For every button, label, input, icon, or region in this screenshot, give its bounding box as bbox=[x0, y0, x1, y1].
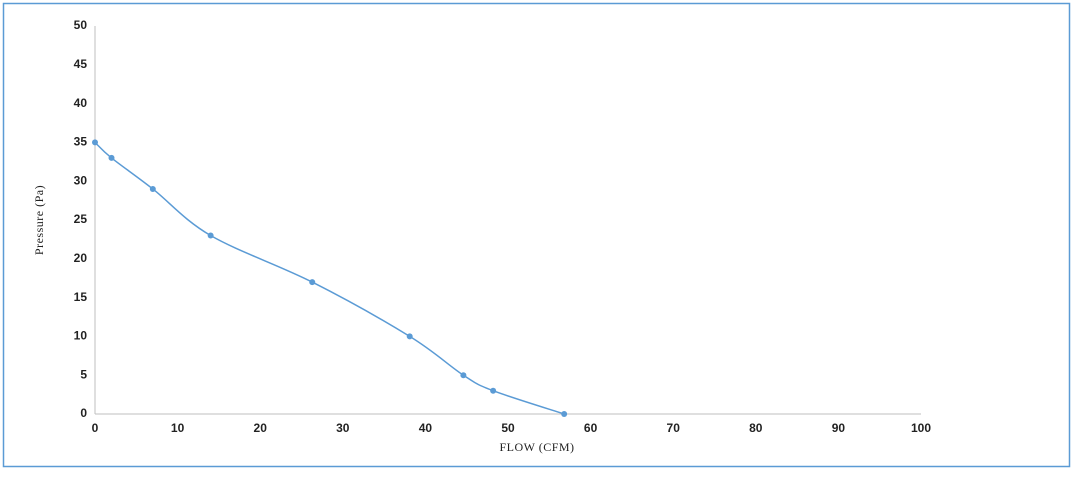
x-tick-label: 30 bbox=[336, 421, 350, 435]
x-tick-label: 100 bbox=[911, 421, 931, 435]
y-tick-label: 15 bbox=[74, 290, 88, 304]
x-tick-label: 60 bbox=[584, 421, 598, 435]
y-tick-label: 30 bbox=[74, 173, 88, 187]
data-point bbox=[406, 333, 413, 340]
data-point bbox=[92, 139, 98, 146]
x-tick-label: 80 bbox=[749, 421, 763, 435]
x-tick-label: 50 bbox=[501, 421, 515, 435]
x-tick-label: 20 bbox=[254, 421, 268, 435]
data-point bbox=[460, 372, 467, 379]
data-point bbox=[309, 279, 316, 286]
y-tick-label: 20 bbox=[74, 251, 88, 265]
y-tick-label: 25 bbox=[74, 212, 88, 226]
y-tick-label: 5 bbox=[80, 367, 87, 381]
y-tick-label: 45 bbox=[74, 57, 88, 71]
y-tick-label: 40 bbox=[74, 96, 88, 110]
data-point bbox=[207, 232, 214, 239]
y-tick-label: 0 bbox=[80, 406, 87, 420]
x-tick-label: 10 bbox=[171, 421, 185, 435]
y-axis-title: Pressure (Pa) bbox=[32, 185, 46, 255]
data-point bbox=[490, 387, 497, 394]
x-tick-label: 70 bbox=[667, 421, 681, 435]
data-point bbox=[149, 185, 156, 192]
x-tick-label: 0 bbox=[92, 421, 99, 435]
x-axis-title: FLOW (CFM) bbox=[499, 440, 574, 454]
x-tick-label: 90 bbox=[832, 421, 846, 435]
data-point bbox=[561, 411, 568, 417]
y-tick-label: 10 bbox=[74, 329, 88, 343]
chart-frame bbox=[2, 2, 1071, 468]
data-point bbox=[108, 154, 115, 161]
y-tick-label: 35 bbox=[74, 135, 88, 149]
y-tick-label: 50 bbox=[74, 18, 88, 32]
x-tick-label: 40 bbox=[419, 421, 433, 435]
